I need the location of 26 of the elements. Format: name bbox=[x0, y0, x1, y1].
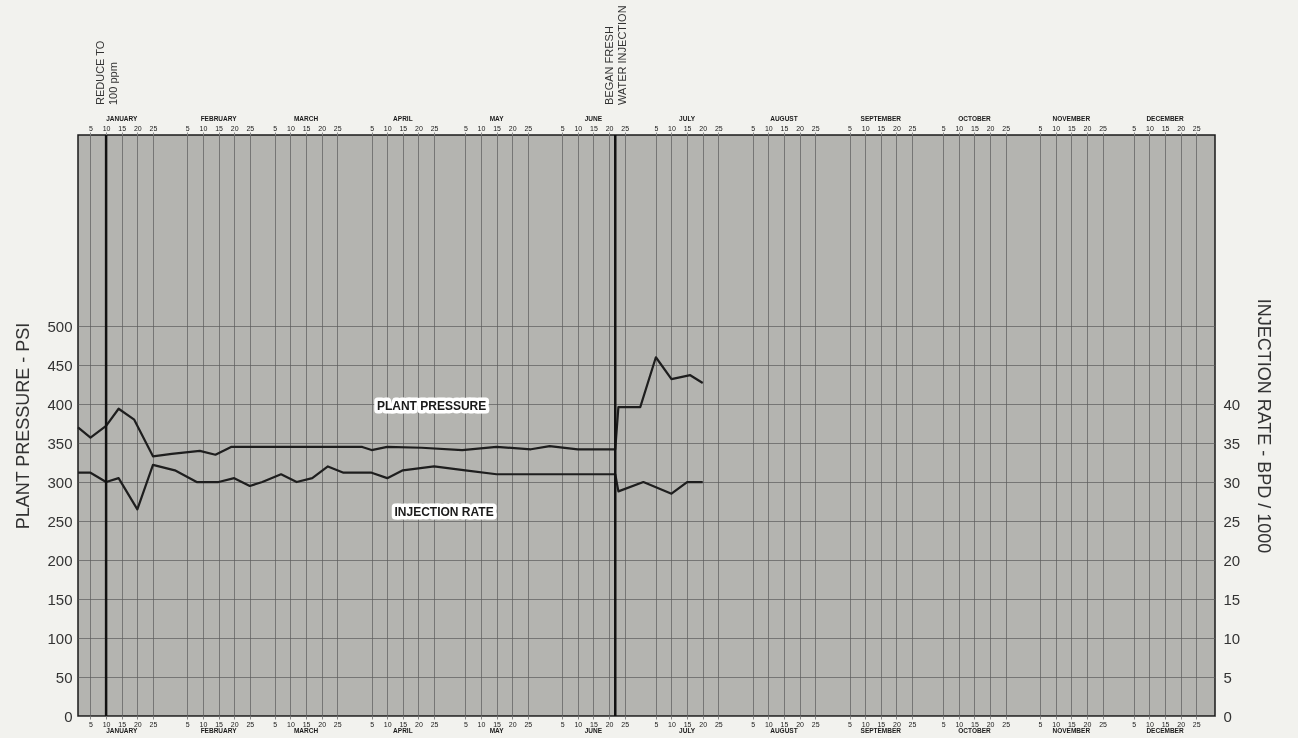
y2-tick-label: 10 bbox=[1223, 629, 1241, 647]
y2-tick-label: 25 bbox=[1223, 512, 1241, 530]
y2-axis-title: INJECTION RATE - BPD / 1000 bbox=[1254, 298, 1275, 554]
ref-line-label: BEGAN FRESH WATER INJECTION bbox=[603, 5, 629, 105]
y2-tick-label: 5 bbox=[1223, 668, 1232, 686]
y-tick-label: 500 bbox=[47, 317, 73, 335]
y-tick-label: 350 bbox=[47, 434, 73, 452]
y-tick-label: 250 bbox=[47, 512, 73, 530]
y2-tick-label: 0 bbox=[1223, 707, 1232, 725]
y2-tick-label: 20 bbox=[1223, 551, 1241, 569]
y-tick-label: 0 bbox=[64, 707, 73, 725]
y2-tick-label: 15 bbox=[1223, 590, 1241, 608]
ref-line-label: REDUCE TO 100 ppm bbox=[94, 40, 120, 105]
y-tick-label: 300 bbox=[47, 473, 73, 491]
y2-tick-label: 35 bbox=[1223, 434, 1241, 452]
y-axis-title: PLANT PRESSURE - PSI bbox=[13, 322, 34, 530]
y2-tick-label: 40 bbox=[1223, 395, 1241, 413]
y-tick-label: 200 bbox=[47, 551, 73, 569]
y2-tick-label: 30 bbox=[1223, 473, 1241, 491]
y-tick-label: 100 bbox=[47, 629, 73, 647]
y-tick-label: 50 bbox=[55, 668, 73, 686]
y-tick-label: 150 bbox=[47, 590, 73, 608]
text: INJECTION RATE bbox=[394, 505, 494, 520]
y-tick-label: 450 bbox=[47, 356, 73, 374]
y-tick-label: 400 bbox=[47, 395, 73, 413]
text: PLANT PRESSURE bbox=[376, 398, 487, 413]
